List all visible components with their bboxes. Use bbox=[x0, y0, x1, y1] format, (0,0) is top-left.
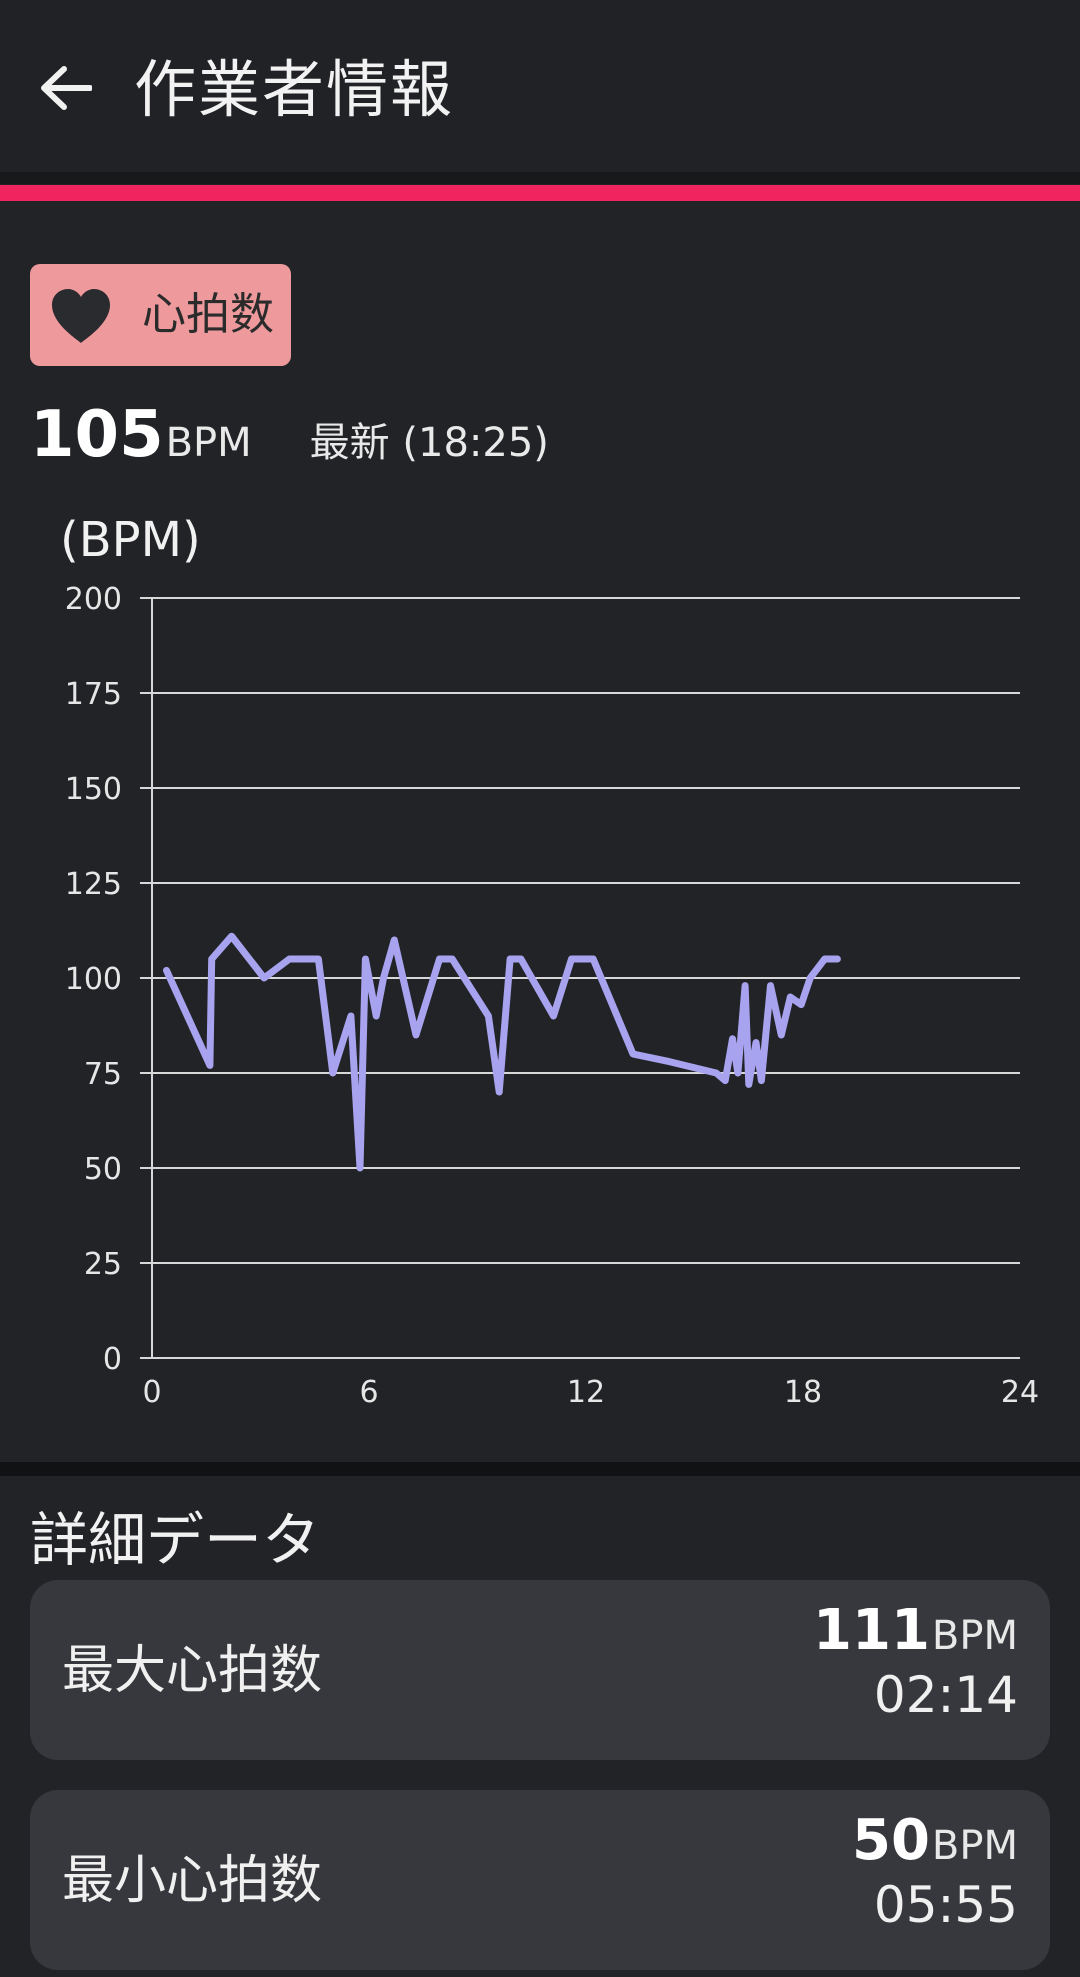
x-tick-label: 12 bbox=[567, 1375, 605, 1410]
y-tick-label: 125 bbox=[65, 867, 122, 902]
heart-rate-chip[interactable]: 心拍数 bbox=[30, 264, 291, 366]
section-separator bbox=[0, 1462, 1080, 1476]
current-value: 105 bbox=[30, 398, 164, 472]
min-heart-rate-label: 最小心拍数 bbox=[62, 1851, 323, 1911]
x-tick-label: 18 bbox=[784, 1375, 822, 1410]
y-tick-label: 150 bbox=[65, 772, 122, 807]
back-button[interactable] bbox=[36, 58, 96, 118]
y-tick-label: 200 bbox=[65, 582, 122, 617]
min-heart-rate-values: 50 BPM 05:55 bbox=[852, 1808, 1018, 1936]
y-tick-label: 0 bbox=[103, 1342, 122, 1377]
min-heart-rate-unit: BPM bbox=[931, 1823, 1018, 1869]
heart-rate-chart: 0 25 50 75 100 125 150 175 200 0 6 12 18 24 bbox=[65, 582, 1039, 1410]
max-heart-rate-unit: BPM bbox=[931, 1613, 1018, 1659]
min-heart-rate-card[interactable]: 最小心拍数 50 BPM 05:55 bbox=[30, 1790, 1050, 1970]
x-tick-label: 6 bbox=[359, 1375, 378, 1410]
heart-icon bbox=[52, 289, 110, 343]
latest-timestamp: 最新 (18:25) bbox=[309, 420, 549, 466]
max-heart-rate-time: 02:14 bbox=[873, 1666, 1018, 1724]
app-bar: 作業者情報 bbox=[0, 0, 1080, 172]
x-tick-label: 0 bbox=[142, 1375, 161, 1410]
y-tick-label: 100 bbox=[65, 962, 122, 997]
page-title: 作業者情報 bbox=[134, 53, 455, 126]
current-heart-rate: 105 BPM 最新 (18:25) bbox=[30, 398, 549, 478]
max-heart-rate-card[interactable]: 最大心拍数 111 BPM 02:14 bbox=[30, 1580, 1050, 1760]
y-tick-label: 75 bbox=[84, 1057, 122, 1092]
y-tick-label: 50 bbox=[84, 1152, 122, 1187]
details-title: 詳細データ bbox=[30, 1506, 321, 1574]
x-tick-label: 24 bbox=[1001, 1375, 1039, 1410]
arrow-left-icon bbox=[41, 66, 92, 110]
accent-divider bbox=[0, 185, 1080, 201]
header-shadow bbox=[0, 172, 1080, 184]
heart-rate-series-line bbox=[163, 932, 841, 1172]
chip-label: 心拍数 bbox=[142, 289, 274, 340]
y-axis-unit-label: (BPM) bbox=[60, 512, 201, 568]
max-heart-rate-value: 111 bbox=[813, 1598, 930, 1663]
y-tick-label: 175 bbox=[65, 677, 122, 712]
min-heart-rate-time: 05:55 bbox=[873, 1876, 1018, 1934]
max-heart-rate-label: 最大心拍数 bbox=[62, 1641, 323, 1701]
current-unit: BPM bbox=[165, 420, 252, 466]
max-heart-rate-values: 111 BPM 02:14 bbox=[813, 1598, 1018, 1726]
y-tick-label: 25 bbox=[84, 1247, 122, 1282]
min-heart-rate-value: 50 bbox=[851, 1808, 930, 1873]
